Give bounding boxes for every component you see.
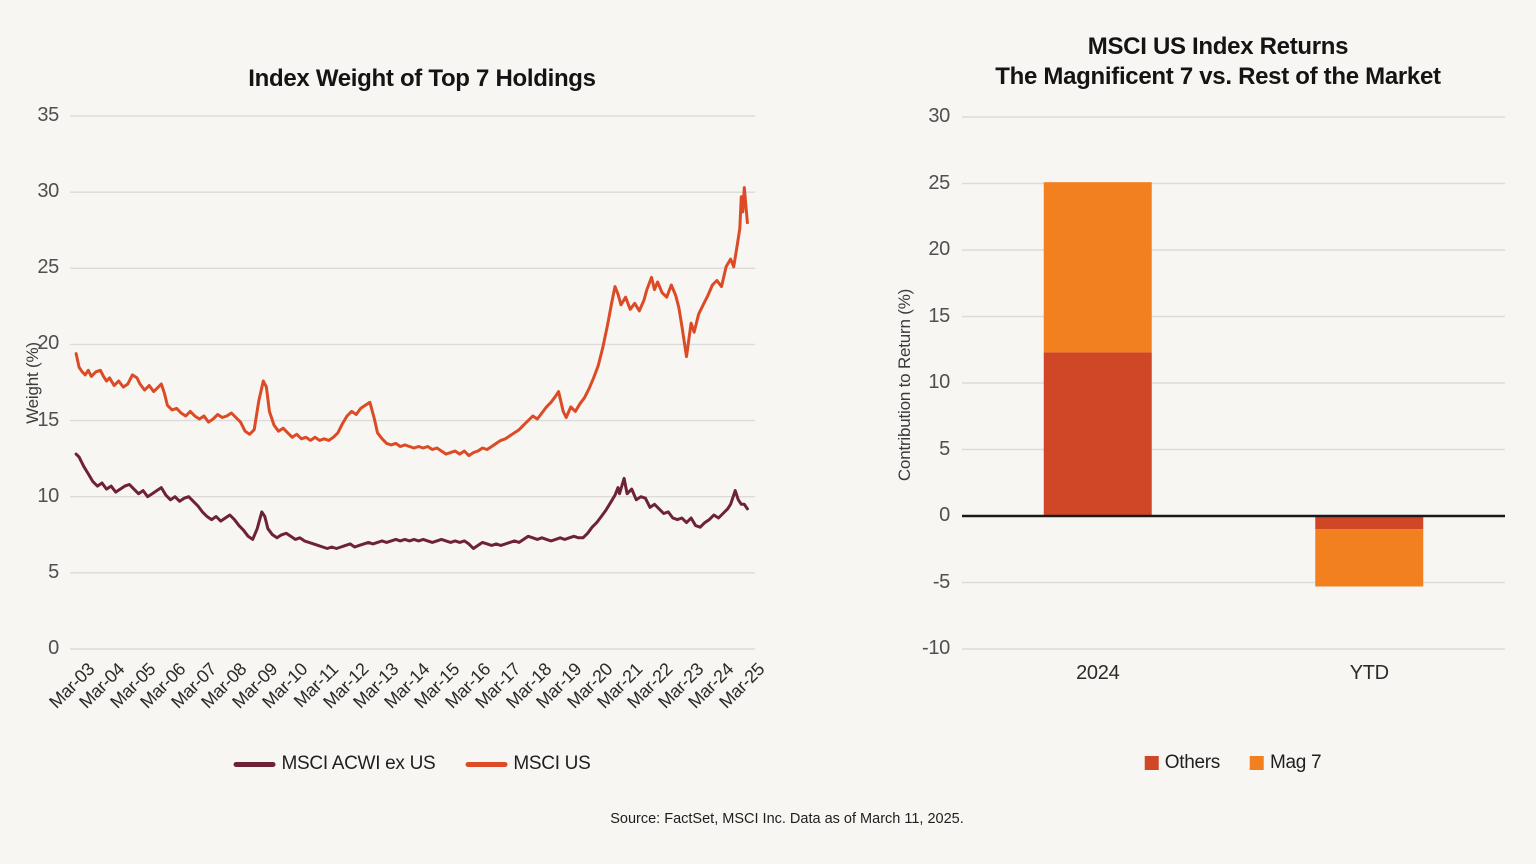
right-y-tick-25: 25 bbox=[928, 171, 950, 194]
right-y-tick-5: 5 bbox=[939, 437, 950, 460]
left-y-tick-0: 0 bbox=[48, 637, 59, 659]
left-y-tick-30: 30 bbox=[37, 180, 59, 203]
left-y-tick-15: 15 bbox=[37, 408, 59, 431]
right-y-tick-15: 15 bbox=[928, 304, 950, 327]
others-bar-2024 bbox=[1043, 352, 1152, 516]
left-y-tick-5: 5 bbox=[48, 560, 59, 583]
left-y-tick-35: 35 bbox=[37, 104, 59, 126]
msci-us-line bbox=[74, 186, 749, 458]
left-chart-title: Index Weight of Top 7 Holdings bbox=[248, 65, 596, 92]
right-chart-title: MSCI US Index Returns The Magnificent 7 … bbox=[995, 32, 1441, 92]
legend-item-others: Others bbox=[1144, 752, 1221, 774]
legend-label: Others bbox=[1164, 752, 1221, 773]
right-y-tick--10: -10 bbox=[921, 637, 950, 659]
legend-item-msci-us: MSCI US bbox=[465, 753, 591, 775]
legend-label: Mag 7 bbox=[1269, 752, 1322, 773]
right-y-tick--5: -5 bbox=[932, 570, 950, 593]
others-bar-YTD bbox=[1315, 516, 1424, 530]
right-category-YTD: YTD bbox=[1349, 662, 1389, 684]
msci-acwi-ex-us-line bbox=[74, 452, 749, 550]
left-y-tick-25: 25 bbox=[37, 256, 59, 279]
left-chart-legend: MSCI ACWI ex US MSCI US bbox=[233, 753, 591, 775]
left-y-tick-20: 20 bbox=[37, 332, 59, 355]
legend-line-swatch bbox=[465, 761, 508, 767]
right-chart-title-line1: MSCI US Index Returns bbox=[1087, 33, 1349, 60]
right-category-2024: 2024 bbox=[1076, 662, 1120, 684]
legend-square-swatch bbox=[1144, 756, 1159, 770]
right-chart-legend: Others Mag 7 bbox=[1144, 752, 1322, 774]
right-chart-title-line2: The Magnificent 7 vs. Rest of the Market bbox=[995, 63, 1441, 90]
right-y-tick-20: 20 bbox=[928, 238, 950, 260]
legend-line-swatch bbox=[233, 761, 276, 767]
legend-item-mag-7: Mag 7 bbox=[1249, 752, 1322, 774]
mag-7-bar-2024 bbox=[1043, 182, 1152, 353]
legend-square-swatch bbox=[1249, 756, 1264, 770]
right-y-tick-10: 10 bbox=[928, 371, 950, 393]
legend-item-msci-acwi-ex-us: MSCI ACWI ex US bbox=[233, 753, 436, 775]
mag-7-bar-YTD bbox=[1315, 529, 1424, 587]
legend-label: MSCI US bbox=[513, 753, 591, 774]
left-y-tick-10: 10 bbox=[37, 484, 59, 507]
right-y-tick-30: 30 bbox=[928, 105, 950, 127]
right-y-tick-0: 0 bbox=[939, 504, 950, 526]
legend-label: MSCI ACWI ex US bbox=[281, 753, 436, 774]
source-note: Source: FactSet, MSCI Inc. Data as of Ma… bbox=[610, 811, 964, 827]
